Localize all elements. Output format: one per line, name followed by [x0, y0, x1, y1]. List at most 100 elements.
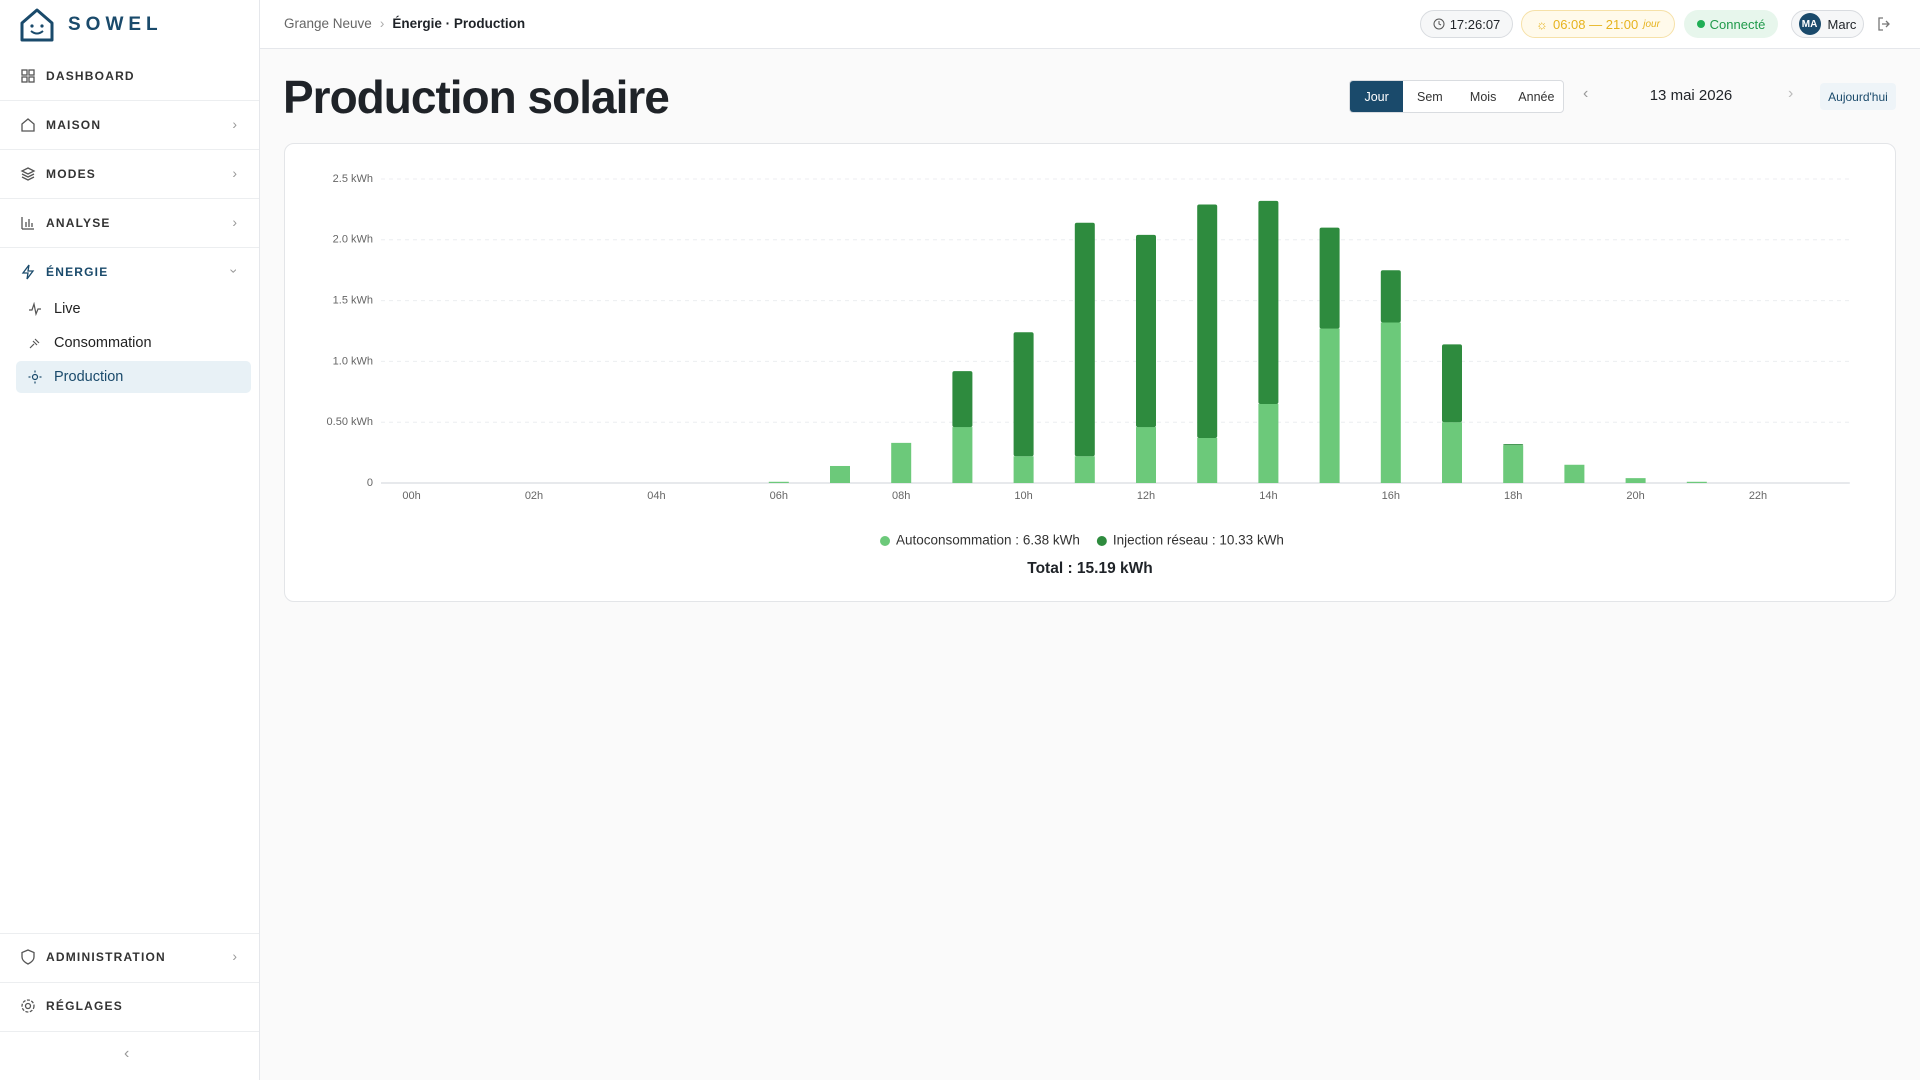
bar-segment: [1258, 200, 1279, 404]
total: Total : 15.19 kWh: [1027, 560, 1152, 577]
breadcrumb-separator: ›: [379, 16, 385, 31]
nav-label: DASHBOARD: [46, 69, 135, 83]
nav-item[interactable]: MAISON: [20, 115, 101, 135]
icon: [21, 264, 35, 280]
nav-item[interactable]: ÉNERGIE: [20, 262, 108, 282]
previous-button[interactable]: ‹: [1583, 85, 1589, 102]
sub-label: Live: [54, 301, 81, 317]
y-tick-label: 2.0 kWh: [333, 234, 373, 246]
period-option[interactable]: Année: [1518, 89, 1555, 104]
nav-label: ANALYSE: [46, 216, 111, 230]
icon: [20, 167, 36, 181]
separator: [0, 1031, 259, 1032]
bar-segment: [1503, 444, 1524, 446]
x-tick-label: 14h: [1259, 490, 1277, 502]
icon: [29, 302, 41, 316]
avatar: MA: [1798, 13, 1821, 35]
user-pill[interactable]: MA Marc: [1791, 10, 1864, 38]
bar-segment: [768, 481, 789, 483]
bar-segment: [1074, 456, 1095, 483]
sub-item[interactable]: Consommation: [16, 327, 251, 359]
sub-item[interactable]: Live: [16, 293, 251, 325]
period-option[interactable]: Mois: [1469, 89, 1497, 104]
chevron: ›: [232, 948, 237, 964]
bar-segment: [1074, 222, 1095, 457]
nav-item[interactable]: ADMINISTRATION: [20, 947, 166, 967]
x-tick-label: 06h: [770, 490, 788, 502]
icon: [28, 370, 42, 384]
period-selector: Jour Sem Mois Année: [1349, 80, 1564, 113]
nav-item[interactable]: RÉGLAGES: [20, 996, 123, 1016]
nav-label: ÉNERGIE: [46, 265, 109, 279]
y-tick-label: 1.5 kWh: [333, 295, 373, 307]
sub-label: Consommation: [54, 335, 152, 351]
chart-card: Total : 15.19 kWh 0 0.50 kWh 1.0 kWh 1.5 kW…: [284, 143, 1896, 602]
logo: [20, 8, 54, 42]
y-tick-label: 0.50 kWh: [327, 416, 373, 428]
legend-label: Autoconsommation : 6.38 kWh: [896, 533, 1080, 548]
bar-segment: [1319, 227, 1340, 329]
bar-segment: [1625, 478, 1646, 483]
sun-icon: ☼: [1536, 16, 1548, 32]
collapse-button[interactable]: ‹: [124, 1045, 130, 1062]
breadcrumb-current: Énergie · Production: [392, 16, 526, 31]
bar-segment: [1686, 481, 1707, 483]
bar-segment: [1380, 322, 1401, 483]
y-tick-label: 0: [367, 477, 373, 489]
bar-segment: [1013, 332, 1034, 457]
brand-name: SOWEL: [68, 14, 163, 35]
icon: [29, 338, 40, 349]
icon: [21, 217, 34, 230]
bar-segment: [891, 442, 912, 483]
bar-segment: [952, 427, 973, 483]
x-tick-label: 12h: [1137, 490, 1155, 502]
sun-times: 06:08 — 21:00: [1552, 16, 1639, 32]
x-tick-label: 02h: [525, 490, 543, 502]
nav-label: RÉGLAGES: [46, 999, 123, 1013]
x-tick-label: 22h: [1749, 490, 1767, 502]
x-tick-label: 04h: [647, 490, 665, 502]
sidebar: SOWEL DASHBOARD MAISON › MODES › ANALYSE…: [0, 0, 260, 1080]
legend-swatch: [1096, 536, 1107, 546]
breadcrumb-item[interactable]: Grange Neuve: [284, 16, 372, 31]
bar-segment: [1197, 204, 1218, 439]
clock-pill: 17:26:07: [1420, 10, 1513, 38]
breadcrumb: Grange Neuve › Énergie · Production: [284, 16, 525, 31]
separator: [0, 198, 259, 199]
bar-segment: [1442, 422, 1462, 483]
bar-segment: [1442, 344, 1462, 423]
logout-icon[interactable]: [1876, 16, 1892, 32]
nav-item[interactable]: DASHBOARD: [20, 66, 135, 86]
icon: [1433, 18, 1445, 30]
icon: [21, 949, 35, 965]
icon: [21, 118, 35, 132]
separator: [0, 982, 259, 983]
nav-item[interactable]: ANALYSE: [20, 213, 111, 233]
nav-label: MAISON: [46, 118, 102, 132]
y-tick-label: 2.5 kWh: [333, 173, 373, 185]
x-tick-label: 18h: [1504, 490, 1522, 502]
bar-segment: [1258, 403, 1279, 483]
legend-label: Injection réseau : 10.33 kWh: [1113, 533, 1284, 548]
y-tick-label: 1.0 kWh: [333, 355, 373, 367]
next-button[interactable]: ›: [1788, 85, 1794, 102]
bar-segment: [1319, 328, 1340, 483]
bar-segment: [1136, 234, 1156, 428]
nav-item[interactable]: MODES: [20, 164, 96, 184]
bar-segment: [1503, 445, 1524, 483]
nav-label: ADMINISTRATION: [46, 950, 166, 964]
today-button[interactable]: Aujourd'hui: [1820, 83, 1896, 110]
period-option[interactable]: Jour: [1350, 81, 1404, 112]
period-option[interactable]: Sem: [1417, 89, 1443, 104]
x-tick-label: 16h: [1382, 490, 1400, 502]
status-pill: Connecté: [1684, 10, 1778, 38]
icon: [21, 999, 35, 1013]
bar-segment: [952, 371, 973, 428]
separator: [0, 247, 259, 248]
sub-item[interactable]: Production: [16, 361, 251, 393]
separator: [0, 149, 259, 150]
bar-segment: [1013, 456, 1034, 483]
date: 13 mai 2026: [1649, 87, 1733, 104]
